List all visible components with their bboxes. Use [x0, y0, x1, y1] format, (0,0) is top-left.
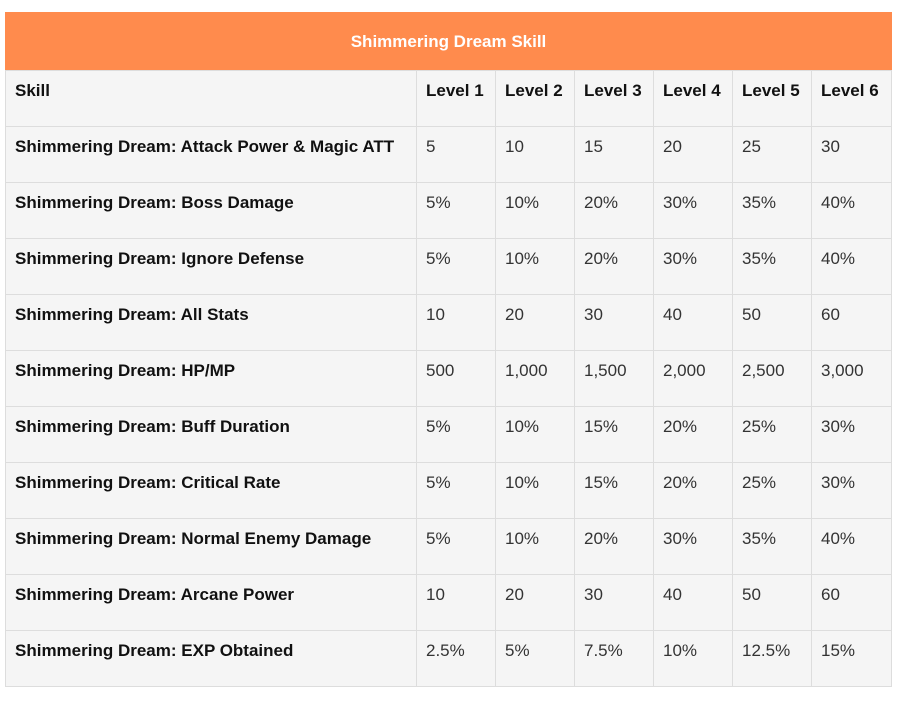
level-2-value-cell: 1,000 — [495, 350, 575, 407]
column-header-level-5: Level 5 — [732, 70, 812, 127]
table-row: Shimmering Dream: Buff Duration 5% 10% 15% 2… — [5, 406, 893, 463]
level-2-value-cell: 10 — [495, 126, 575, 183]
level-6-value-cell: 40% — [810, 238, 893, 295]
level-1-value-cell: 5% — [416, 238, 496, 295]
skill-table: Shimmering Dream Skill Skill Level 1 Lev… — [4, 12, 893, 687]
level-5-value-cell: 25% — [732, 406, 812, 463]
table-row: Shimmering Dream: Boss Damage 5% 10% 20% 30%… — [5, 182, 893, 239]
level-6-value-cell: 40% — [810, 182, 893, 239]
skill-name-cell: Shimmering Dream: HP/MP — [5, 350, 417, 407]
skill-name-cell: Shimmering Dream: Arcane Power — [5, 574, 417, 631]
table-title: Shimmering Dream Skill — [4, 12, 893, 71]
level-4-value-cell: 40 — [653, 574, 733, 631]
level-1-value-cell: 5% — [416, 462, 496, 519]
skill-name-cell: Shimmering Dream: All Stats — [5, 294, 417, 351]
level-5-value-cell: 25 — [732, 126, 812, 183]
skill-name-cell: Shimmering Dream: Attack Power & Magic A… — [5, 126, 417, 183]
level-6-value-cell: 60 — [810, 574, 893, 631]
level-3-value-cell: 30 — [574, 294, 654, 351]
level-5-value-cell: 35% — [732, 518, 812, 575]
level-5-value-cell: 50 — [732, 294, 812, 351]
skill-name-cell: Shimmering Dream: Boss Damage — [5, 182, 417, 239]
column-header-level-6: Level 6 — [810, 70, 893, 127]
level-1-value-cell: 10 — [416, 574, 496, 631]
level-2-value-cell: 10% — [495, 238, 575, 295]
level-4-value-cell: 30% — [653, 238, 733, 295]
level-6-value-cell: 60 — [810, 294, 893, 351]
level-4-value-cell: 2,000 — [653, 350, 733, 407]
level-3-value-cell: 15 — [574, 126, 654, 183]
skill-table-container: Shimmering Dream Skill Skill Level 1 Lev… — [4, 12, 893, 687]
level-1-value-cell: 5% — [416, 518, 496, 575]
table-row: Shimmering Dream: Attack Power & Magic A… — [5, 126, 893, 183]
column-header-skill: Skill — [5, 70, 417, 127]
table-row: Shimmering Dream: Normal Enemy Damage 5% 1… — [5, 518, 893, 575]
level-1-value-cell: 5% — [416, 182, 496, 239]
level-5-value-cell: 2,500 — [732, 350, 812, 407]
level-4-value-cell: 40 — [653, 294, 733, 351]
skill-name-cell: Shimmering Dream: EXP Obtained — [5, 630, 417, 687]
level-5-value-cell: 25% — [732, 462, 812, 519]
skill-name-cell: Shimmering Dream: Normal Enemy Damage — [5, 518, 417, 575]
level-2-value-cell: 10% — [495, 462, 575, 519]
level-6-value-cell: 30 — [810, 126, 893, 183]
level-4-value-cell: 20 — [653, 126, 733, 183]
level-3-value-cell: 20% — [574, 182, 654, 239]
table-row: Shimmering Dream: Critical Rate 5% 10% 15% 2… — [5, 462, 893, 519]
table-row: Shimmering Dream: Arcane Power 10 20 30 40 50… — [5, 574, 893, 631]
level-6-value-cell: 3,000 — [810, 350, 893, 407]
level-3-value-cell: 1,500 — [574, 350, 654, 407]
level-5-value-cell: 35% — [732, 182, 812, 239]
column-header-level-3: Level 3 — [574, 70, 654, 127]
level-4-value-cell: 20% — [653, 462, 733, 519]
table-body: Skill Level 1 Level 2 Level 3 Level 4 Le… — [5, 70, 893, 687]
skill-name-cell: Shimmering Dream: Critical Rate — [5, 462, 417, 519]
column-header-level-1: Level 1 — [416, 70, 496, 127]
level-6-value-cell: 30% — [810, 406, 893, 463]
level-6-value-cell: 30% — [810, 462, 893, 519]
level-2-value-cell: 10% — [495, 518, 575, 575]
skill-name-cell: Shimmering Dream: Buff Duration — [5, 406, 417, 463]
table-row: Shimmering Dream: Ignore Defense 5% 10% 20%… — [5, 238, 893, 295]
column-header-level-2: Level 2 — [495, 70, 575, 127]
table-row: Shimmering Dream: EXP Obtained 2.5% 5% 7.5%… — [5, 630, 893, 687]
level-2-value-cell: 5% — [495, 630, 575, 687]
table-row: Shimmering Dream: All Stats 10 20 30 40 50 60 — [5, 294, 893, 351]
level-5-value-cell: 50 — [732, 574, 812, 631]
level-6-value-cell: 15% — [810, 630, 893, 687]
level-2-value-cell: 10% — [495, 182, 575, 239]
level-1-value-cell: 500 — [416, 350, 496, 407]
column-header-level-4: Level 4 — [653, 70, 733, 127]
level-4-value-cell: 10% — [653, 630, 733, 687]
level-4-value-cell: 20% — [653, 406, 733, 463]
table-title-row: Shimmering Dream Skill — [4, 12, 893, 71]
level-3-value-cell: 20% — [574, 238, 654, 295]
level-3-value-cell: 20% — [574, 518, 654, 575]
level-3-value-cell: 30 — [574, 574, 654, 631]
level-5-value-cell: 12.5% — [732, 630, 812, 687]
level-3-value-cell: 15% — [574, 462, 654, 519]
level-2-value-cell: 10% — [495, 406, 575, 463]
level-1-value-cell: 5% — [416, 406, 496, 463]
level-4-value-cell: 30% — [653, 182, 733, 239]
level-2-value-cell: 20 — [495, 574, 575, 631]
level-6-value-cell: 40% — [810, 518, 893, 575]
level-1-value-cell: 10 — [416, 294, 496, 351]
level-4-value-cell: 30% — [653, 518, 733, 575]
level-1-value-cell: 5 — [416, 126, 496, 183]
table-row: Shimmering Dream: HP/MP 500 1,000 1,500 2,00… — [5, 350, 893, 407]
level-3-value-cell: 15% — [574, 406, 654, 463]
level-3-value-cell: 7.5% — [574, 630, 654, 687]
skill-name-cell: Shimmering Dream: Ignore Defense — [5, 238, 417, 295]
level-1-value-cell: 2.5% — [416, 630, 496, 687]
level-2-value-cell: 20 — [495, 294, 575, 351]
column-header-row: Skill Level 1 Level 2 Level 3 Level 4 Le… — [5, 70, 893, 127]
level-5-value-cell: 35% — [732, 238, 812, 295]
